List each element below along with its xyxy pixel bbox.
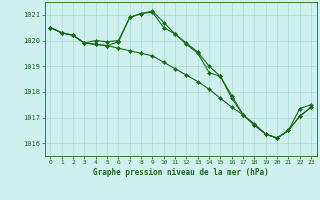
- X-axis label: Graphe pression niveau de la mer (hPa): Graphe pression niveau de la mer (hPa): [93, 168, 269, 177]
